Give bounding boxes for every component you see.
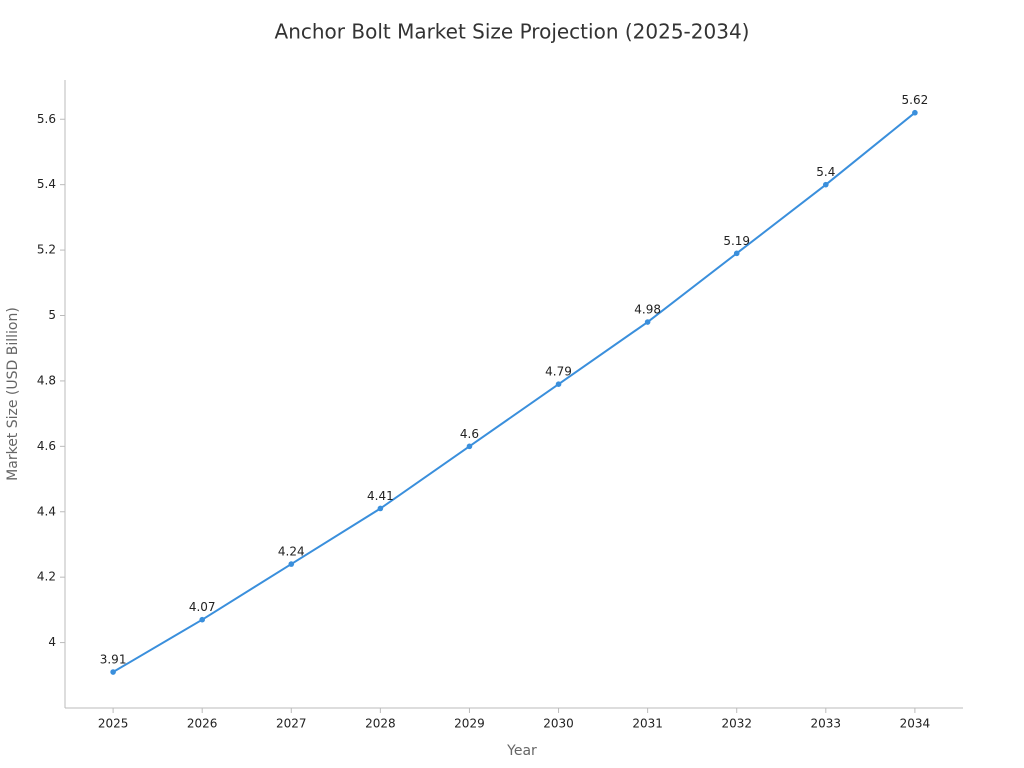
x-tick-label: 2031 bbox=[632, 717, 663, 731]
data-label: 4.98 bbox=[634, 303, 661, 317]
point bbox=[912, 109, 918, 116]
data-label: 5.62 bbox=[902, 93, 929, 107]
point bbox=[823, 181, 829, 188]
x-tick-label: 2029 bbox=[454, 717, 485, 731]
data-label: 4.6 bbox=[460, 427, 479, 441]
x-tick-label: 2025 bbox=[98, 717, 129, 731]
x-tick-label: 2030 bbox=[543, 717, 574, 731]
point bbox=[733, 250, 740, 257]
x-tick-label: 2033 bbox=[811, 717, 842, 731]
point bbox=[644, 319, 651, 325]
point bbox=[466, 443, 473, 450]
data-label: 4.07 bbox=[189, 600, 216, 614]
y-tick-label: 4.4 bbox=[37, 504, 56, 518]
y-tick-label: 4.8 bbox=[37, 373, 56, 387]
data-label: 4.41 bbox=[367, 489, 394, 503]
chart-title: Anchor Bolt Market Size Projection (2025… bbox=[275, 20, 750, 44]
data-label: 5.19 bbox=[723, 234, 750, 248]
point bbox=[555, 381, 562, 387]
point bbox=[377, 505, 384, 512]
y-tick-label: 5 bbox=[48, 308, 56, 322]
data-label: 5.4 bbox=[816, 165, 835, 179]
x-tick-label: 2028 bbox=[365, 717, 396, 731]
data-label: 4.24 bbox=[278, 545, 305, 559]
y-tick-label: 4 bbox=[48, 635, 56, 649]
y-tick-label: 5.2 bbox=[37, 243, 56, 257]
x-tick-label: 2027 bbox=[276, 717, 307, 731]
line bbox=[112, 111, 916, 673]
x-tick-label: 2034 bbox=[900, 717, 931, 731]
point bbox=[288, 561, 295, 567]
y-axis-label: Market Size (USD Billion) bbox=[5, 307, 21, 481]
y-tick-label: 5.4 bbox=[37, 177, 56, 191]
y-tick-label: 4.2 bbox=[37, 570, 56, 584]
y-tick-label: 5.6 bbox=[37, 112, 56, 126]
point bbox=[199, 616, 205, 623]
x-axis-label: Year bbox=[506, 743, 537, 759]
data-label: 4.79 bbox=[545, 365, 572, 379]
y-tick-label: 4.6 bbox=[37, 439, 56, 453]
x-tick-label: 2032 bbox=[721, 717, 752, 731]
x-tick-label: 2026 bbox=[187, 717, 218, 731]
data-label: 3.91 bbox=[100, 653, 127, 667]
point bbox=[110, 669, 116, 675]
